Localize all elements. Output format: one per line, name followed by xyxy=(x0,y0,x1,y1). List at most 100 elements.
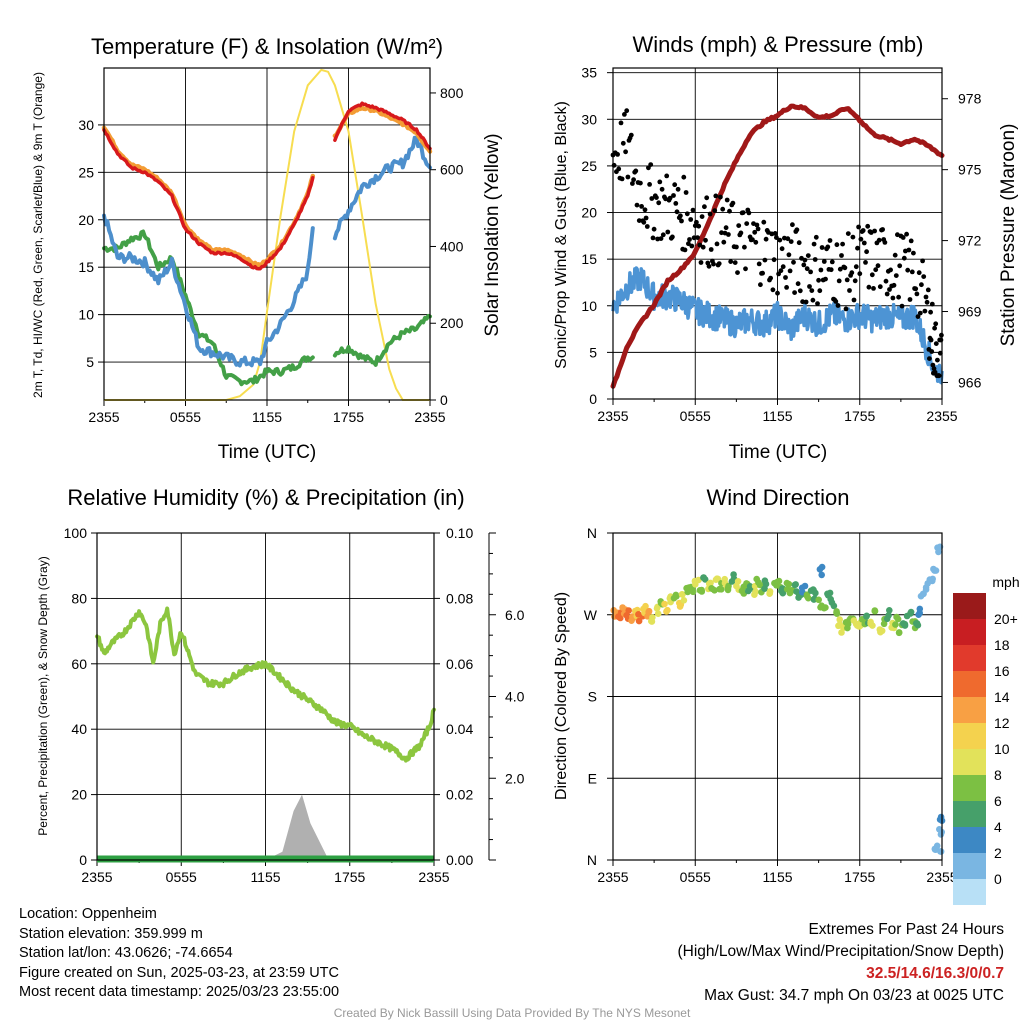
gust-point xyxy=(900,235,906,240)
gust-point xyxy=(687,237,692,242)
gust-point xyxy=(804,266,810,272)
direction-point xyxy=(931,567,938,574)
gust-point xyxy=(923,294,929,300)
gust-point xyxy=(760,270,765,276)
gust-point xyxy=(922,308,928,314)
colorbar-label: 6 xyxy=(994,793,1002,809)
gust-point xyxy=(866,284,872,290)
rh-ytick-label: 0 xyxy=(79,852,87,868)
direction-point xyxy=(645,607,653,615)
gust-point xyxy=(758,282,763,288)
temp-xtick-label: 2355 xyxy=(88,409,119,425)
gust-point xyxy=(847,288,852,293)
insolation-ytick-label: 800 xyxy=(440,85,464,101)
gust-point xyxy=(827,238,833,243)
gust-point xyxy=(690,207,696,213)
direction-point xyxy=(816,566,824,573)
winds-ytick-label: 0 xyxy=(589,391,597,407)
colorbar-label: 8 xyxy=(994,767,1002,783)
gust-point xyxy=(929,349,935,354)
gust-point xyxy=(911,250,916,256)
direction-point xyxy=(661,600,668,608)
gust-point xyxy=(726,232,731,237)
gust-point xyxy=(925,287,931,293)
direction-point xyxy=(635,611,642,618)
series-hiwc xyxy=(102,135,432,368)
direction-point xyxy=(711,587,718,594)
direction-point xyxy=(803,593,811,600)
direction-point xyxy=(937,813,945,821)
gust-point xyxy=(845,231,851,237)
gust-point xyxy=(783,275,788,280)
gust-point xyxy=(816,277,821,283)
gust-point xyxy=(678,213,683,219)
direction-point xyxy=(791,581,799,589)
gust-point xyxy=(673,201,679,206)
gust-point xyxy=(928,309,933,315)
pressure-ytick-label: 978 xyxy=(958,91,982,107)
gust-point xyxy=(700,244,706,250)
gust-point xyxy=(616,166,622,172)
precip-ytick-label: 0.02 xyxy=(446,787,473,803)
temp-ytick-label: 10 xyxy=(78,307,94,323)
direction-xtick-label: 2355 xyxy=(926,869,957,885)
recent-text: Most recent data timestamp: 2025/03/23 2… xyxy=(19,984,340,1000)
direction-point xyxy=(635,617,643,625)
colorbar-swatch xyxy=(953,619,986,645)
gust-point xyxy=(650,235,656,241)
colorbar-label: 0 xyxy=(994,871,1002,887)
gust-point xyxy=(813,234,819,240)
temp-xaxis-label: Time (UTC) xyxy=(218,442,317,463)
gust-point xyxy=(913,286,919,292)
direction-xtick-label: 1155 xyxy=(762,869,792,885)
latlon-text: Station lat/lon: 43.0626; -74.6654 xyxy=(19,945,233,961)
rh-ytick-label: 20 xyxy=(71,787,87,803)
gust-point xyxy=(828,267,834,273)
gust-point xyxy=(667,195,673,201)
direction-point xyxy=(933,842,941,850)
gust-point xyxy=(703,237,708,243)
gust-point xyxy=(930,362,936,368)
colorbar-label: 16 xyxy=(994,663,1010,679)
gust-point xyxy=(802,257,808,263)
gust-point xyxy=(887,287,892,292)
winds-yaxis-label: Sonic/Prop Wind & Gust (Blue, Black) xyxy=(553,101,570,369)
winds-ytick-label: 10 xyxy=(581,298,597,314)
gust-point xyxy=(844,277,850,283)
gust-point xyxy=(774,235,779,241)
temp-ytick-label: 15 xyxy=(78,259,94,275)
direction-ytick-label: N xyxy=(587,852,597,868)
insolation-ytick-label: 600 xyxy=(440,162,464,178)
direction-ytick-label: N xyxy=(587,525,597,541)
direction-frame xyxy=(612,532,943,861)
gust-point xyxy=(762,257,768,263)
gust-point xyxy=(856,224,861,230)
rh-ytick-label: 80 xyxy=(71,590,87,606)
gust-point xyxy=(924,299,930,305)
gust-point xyxy=(928,337,934,343)
colorbar-swatch xyxy=(953,723,986,749)
pressure-axis-label: Station Pressure (Maroon) xyxy=(998,124,1019,347)
colorbar-swatch xyxy=(953,853,986,879)
gust-point xyxy=(660,232,666,238)
gust-point xyxy=(771,257,777,263)
direction-point xyxy=(895,629,903,636)
gust-point xyxy=(657,179,663,185)
gust-point xyxy=(809,288,815,293)
direction-point xyxy=(914,621,922,629)
series-humidity xyxy=(95,606,436,763)
precip-ytick-label: 0.00 xyxy=(446,852,473,868)
gust-point xyxy=(875,263,881,269)
gust-point xyxy=(772,231,778,236)
gust-point xyxy=(917,310,923,316)
series-temp_2m xyxy=(102,101,432,271)
colorbar-swatch xyxy=(953,827,986,853)
gust-point xyxy=(791,259,796,265)
gust-point xyxy=(738,230,744,236)
direction-point xyxy=(893,613,900,621)
gust-point xyxy=(858,236,864,242)
gust-point xyxy=(785,236,791,242)
gust-point xyxy=(935,357,940,363)
gust-point xyxy=(833,299,839,304)
